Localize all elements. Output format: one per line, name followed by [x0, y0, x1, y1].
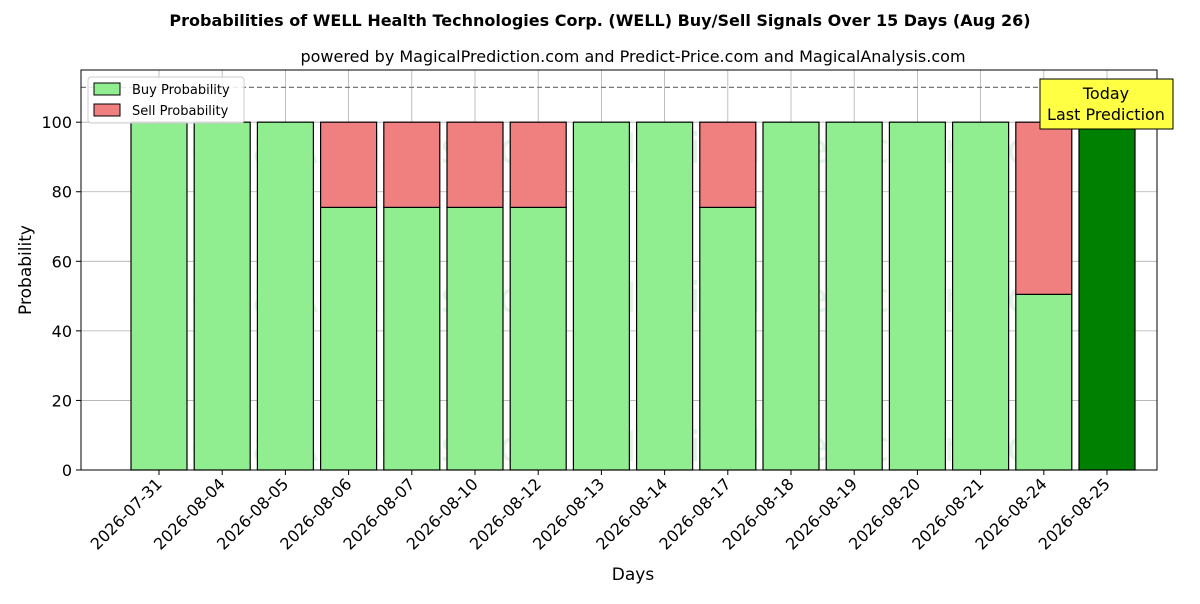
bar-buy	[825, 121, 883, 471]
today-annotation-box	[1039, 78, 1174, 130]
y-tick-label: 20	[52, 391, 72, 410]
bar-buy	[193, 121, 251, 471]
bar-buy	[256, 121, 314, 471]
bar-buy-today	[1078, 121, 1136, 471]
bar-sell	[699, 121, 757, 208]
y-tick-label: 40	[52, 322, 72, 341]
bar-buy	[509, 206, 567, 471]
y-tick-label: 100	[41, 113, 72, 132]
bars-layer	[130, 121, 1136, 471]
bar-sell	[320, 121, 378, 208]
bar-buy	[383, 206, 441, 471]
x-axis-label: Days	[612, 565, 655, 585]
bar-sell	[446, 121, 504, 208]
today-annotation: Today Last Prediction	[1039, 78, 1174, 130]
bar-buy	[446, 206, 504, 471]
legend-label-buy: Buy Probability	[132, 83, 230, 98]
bar-sell	[383, 121, 441, 208]
y-tick-label: 0	[62, 461, 72, 480]
bar-buy	[572, 121, 631, 471]
legend-box	[87, 76, 245, 124]
plot-frame	[80, 69, 1158, 471]
bar-sell	[1015, 121, 1073, 295]
bar-sell	[509, 121, 567, 208]
chart-title: Probabilities of WELL Health Technologie…	[169, 11, 1030, 30]
bar-buy	[635, 121, 694, 471]
legend-swatch-buy	[93, 82, 121, 96]
today-annotation-line1: Today	[1082, 84, 1129, 103]
bar-buy	[699, 206, 757, 471]
legend-swatch-sell	[93, 103, 121, 117]
today-annotation-line2: Last Prediction	[1047, 105, 1165, 124]
bar-buy	[320, 206, 378, 471]
bar-buy	[1015, 293, 1073, 471]
chart-subtitle: powered by MagicalPrediction.com and Pre…	[300, 47, 965, 66]
legend: Buy Probability Sell Probability	[87, 76, 245, 124]
y-axis-label: Probability	[16, 225, 36, 315]
y-tick-label: 80	[52, 183, 72, 202]
bar-buy	[888, 121, 947, 471]
bar-buy	[762, 121, 820, 471]
bar-buy	[130, 121, 188, 471]
legend-label-sell: Sell Probability	[132, 104, 229, 119]
bar-buy	[951, 121, 1010, 471]
y-tick-label: 60	[52, 252, 72, 271]
